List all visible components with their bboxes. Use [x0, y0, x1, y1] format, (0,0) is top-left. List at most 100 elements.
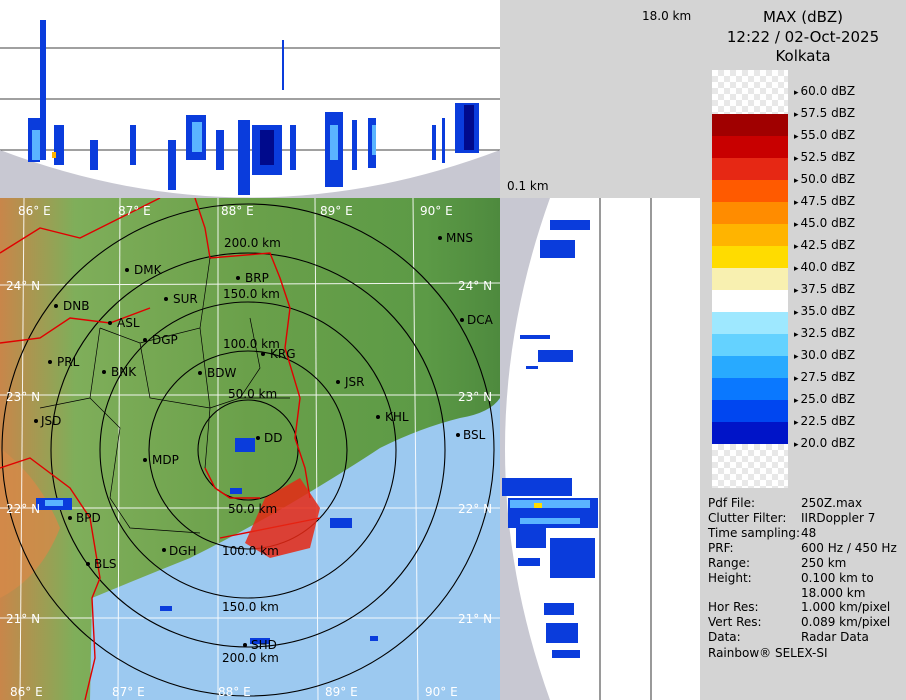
- city-BLS: BLS: [94, 557, 117, 571]
- info-value: 1.000 km/pixel: [801, 600, 891, 614]
- city-DGP: DGP: [152, 333, 178, 347]
- scale-swatch: [712, 312, 788, 334]
- info-value: 0.100 km to 18.000 km: [801, 571, 874, 600]
- city-ASL: ASL: [117, 316, 140, 330]
- scale-swatch: [712, 422, 788, 444]
- lat-label-21: 21° N: [6, 612, 40, 626]
- lon-label-89: 89° E: [320, 204, 353, 218]
- scale-swatch: [712, 136, 788, 158]
- info-value: Radar Data: [801, 630, 869, 644]
- info-value: IIRDoppler 7: [801, 511, 876, 525]
- scale-swatch: [712, 158, 788, 180]
- info-key: PRF:: [708, 541, 734, 555]
- station-name: Kolkata: [775, 47, 831, 65]
- city-KHL: KHL: [385, 410, 409, 424]
- scale-label: 42.5 dBZ: [794, 238, 856, 252]
- scale-label: 40.0 dBZ: [794, 260, 856, 274]
- top-height-profile: [0, 0, 500, 198]
- lat-label-23-right: 23° N: [458, 390, 492, 404]
- city-BRP: BRP: [245, 271, 269, 285]
- lon-label-87: 87° E: [118, 204, 151, 218]
- info-key: Height:: [708, 571, 752, 585]
- lat-label-22: 22° N: [6, 502, 40, 516]
- timestamp: 12:22 / 02-Oct-2025: [726, 28, 880, 46]
- city-DCA: DCA: [467, 313, 494, 327]
- scale-swatch: [712, 114, 788, 136]
- scale-swatch: [712, 268, 788, 290]
- range-label-150: 150.0 km: [223, 287, 280, 301]
- range-label-150-south: 150.0 km: [222, 600, 279, 614]
- lon-label-86: 86° E: [18, 204, 51, 218]
- scale-label: 32.5 dBZ: [794, 326, 856, 340]
- scale-swatch: [712, 290, 788, 312]
- footer-brand: Rainbow® SELEX-SI: [708, 646, 828, 660]
- scale-swatch: [712, 334, 788, 356]
- city-DD: DD: [264, 431, 282, 445]
- range-label-200: 200.0 km: [224, 236, 281, 250]
- city-DGH: DGH: [169, 544, 197, 558]
- info-key: Time sampling:: [708, 526, 801, 540]
- city-MDP: MDP: [152, 453, 179, 467]
- scale-label: 20.0 dBZ: [794, 436, 856, 450]
- city-BNK: BNK: [111, 365, 137, 379]
- height-top-label: 18.0 km: [642, 9, 692, 23]
- range-label-100: 100.0 km: [223, 337, 280, 351]
- city-PRL: PRL: [57, 355, 80, 369]
- city-JSR: JSR: [344, 375, 365, 389]
- scale-swatch: [712, 356, 788, 378]
- scale-label: 45.0 dBZ: [794, 216, 856, 230]
- right-height-profile: [500, 198, 700, 700]
- city-SUR: SUR: [173, 292, 198, 306]
- info-key: Pdf File:: [708, 496, 756, 510]
- city-SHD: SHD: [251, 638, 277, 652]
- lon-label-86-bottom: 86° E: [10, 685, 43, 699]
- scale-label: 27.5 dBZ: [794, 370, 856, 384]
- scale-label: 52.5 dBZ: [794, 150, 856, 164]
- info-value: 0.089 km/pixel: [801, 615, 891, 629]
- lat-label-24-right: 24° N: [458, 279, 492, 293]
- city-BPD: BPD: [76, 511, 101, 525]
- scale-label: 47.5 dBZ: [794, 194, 856, 208]
- city-BSL: BSL: [463, 428, 486, 442]
- lat-label-24: 24° N: [6, 279, 40, 293]
- radar-map[interactable]: 86° E 87° E 88° E 89° E 90° E 86° E 87° …: [0, 198, 500, 700]
- info-value: 250 km: [801, 556, 847, 570]
- city-DNB: DNB: [63, 299, 89, 313]
- lon-label-90-bottom: 90° E: [425, 685, 458, 699]
- range-label-200-south: 200.0 km: [222, 651, 279, 665]
- info-key: Range:: [708, 556, 751, 570]
- city-BDW: BDW: [207, 366, 236, 380]
- scale-swatch: [712, 224, 788, 246]
- scale-label: 30.0 dBZ: [794, 348, 856, 362]
- corner-area: [500, 0, 700, 198]
- scale-swatch: [712, 202, 788, 224]
- info-key: Vert Res:: [708, 615, 762, 629]
- city-JSD: JSD: [40, 414, 61, 428]
- city-DMK: DMK: [134, 263, 163, 277]
- info-key: Hor Res:: [708, 600, 759, 614]
- info-value: 250Z.max: [801, 496, 863, 510]
- scale-label: 25.0 dBZ: [794, 392, 856, 406]
- city-MNS: MNS: [446, 231, 473, 245]
- scale-swatch: [712, 246, 788, 268]
- info-key: Data:: [708, 630, 741, 644]
- height-bottom-label: 0.1 km: [507, 179, 549, 193]
- scale-swatch: [712, 378, 788, 400]
- lon-label-89-bottom: 89° E: [325, 685, 358, 699]
- lon-label-88-bottom: 88° E: [218, 685, 251, 699]
- range-label-100-south: 100.0 km: [222, 544, 279, 558]
- product-title: MAX (dBZ): [762, 8, 844, 26]
- scale-label: 57.5 dBZ: [794, 106, 856, 120]
- lon-label-88: 88° E: [221, 204, 254, 218]
- lat-label-23: 23° N: [6, 390, 40, 404]
- lat-label-21-right: 21° N: [458, 612, 492, 626]
- range-label-50: 50.0 km: [228, 387, 277, 401]
- scale-label: 22.5 dBZ: [794, 414, 856, 428]
- scale-label: 60.0 dBZ: [794, 84, 856, 98]
- scale-swatch-60: [712, 70, 788, 114]
- scale-swatch: [712, 180, 788, 202]
- range-label-50-south: 50.0 km: [228, 502, 277, 516]
- info-value: 600 Hz / 450 Hz: [801, 541, 897, 555]
- info-value: 48: [801, 526, 817, 540]
- scale-label: 37.5 dBZ: [794, 282, 856, 296]
